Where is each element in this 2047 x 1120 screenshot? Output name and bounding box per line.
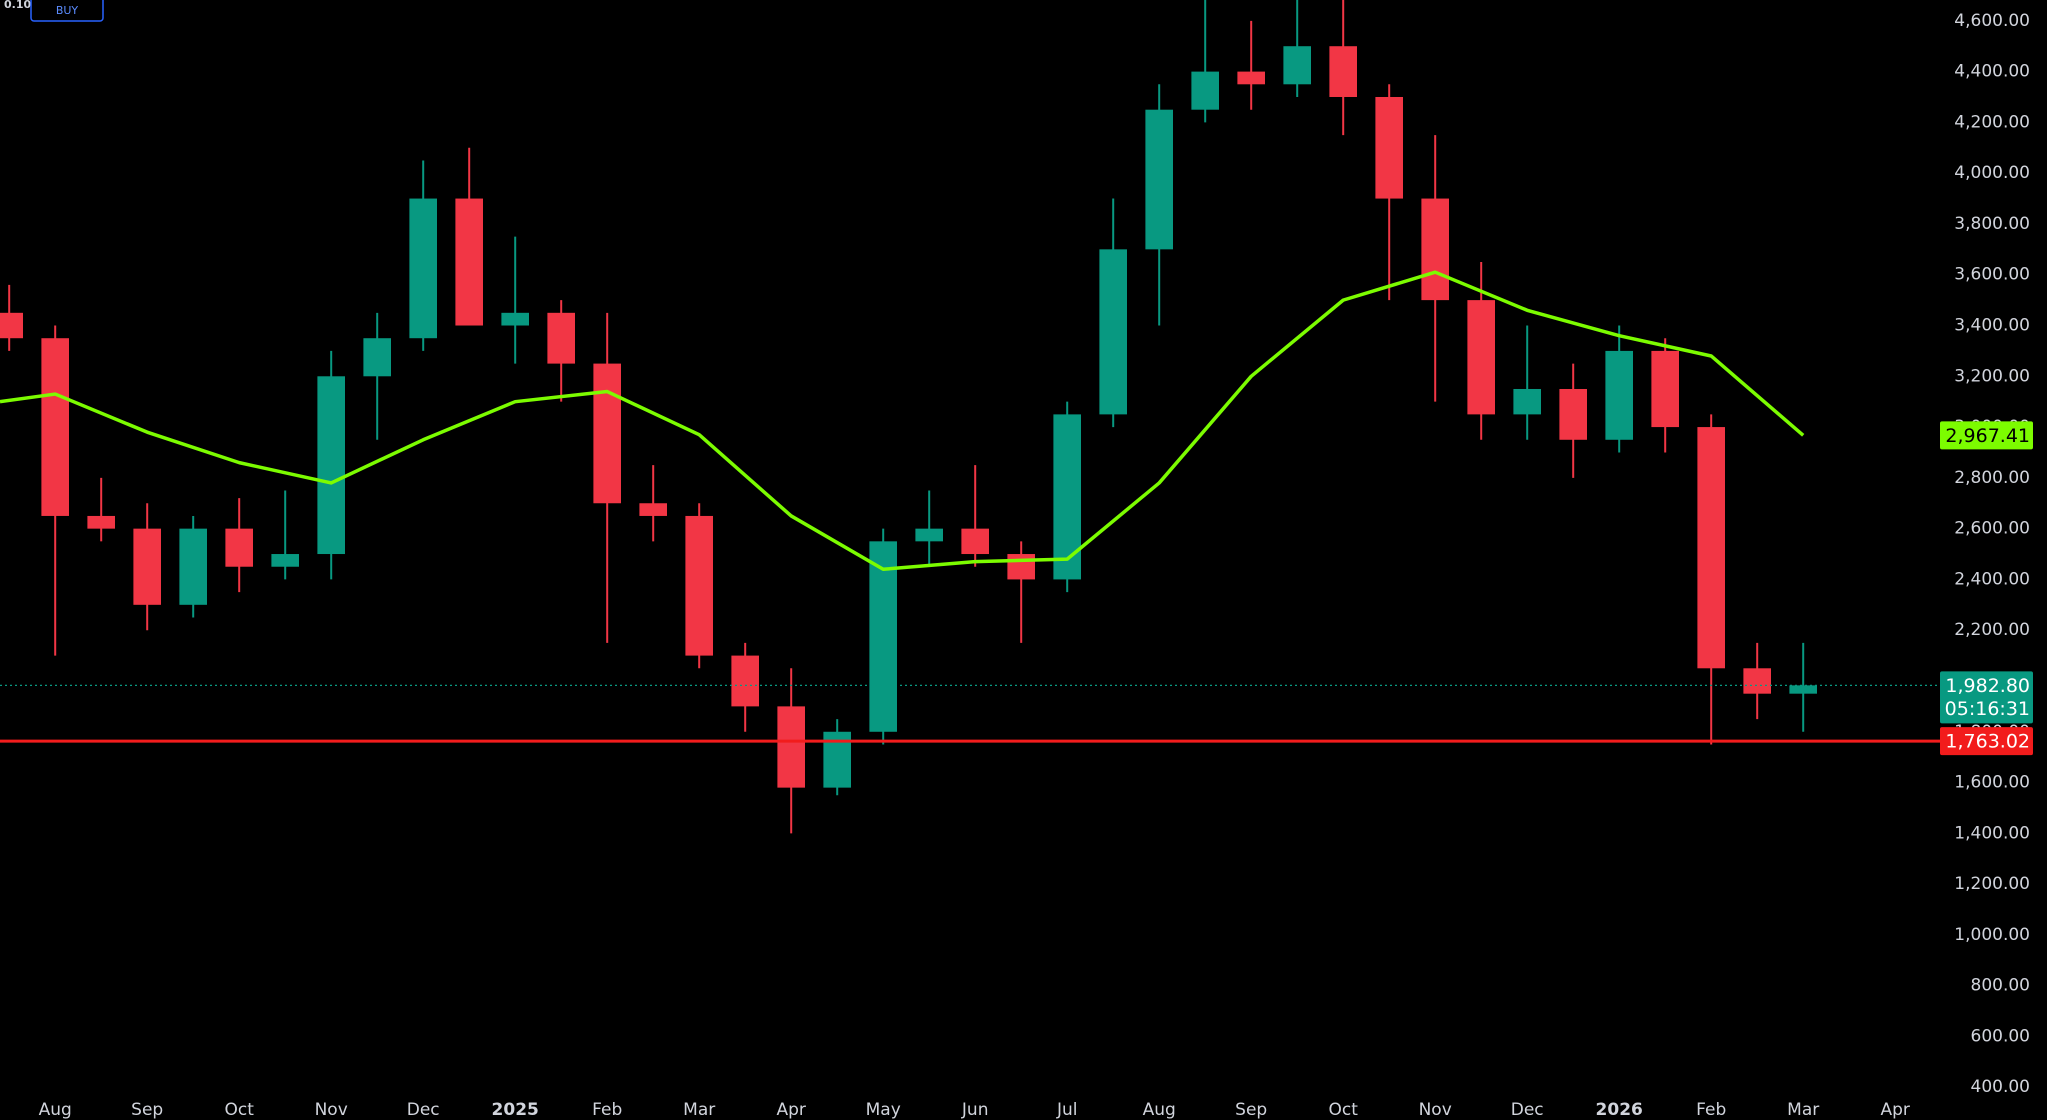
- x-tick-label: Oct: [224, 1100, 254, 1120]
- ma-value-label: 2,967.41: [1945, 425, 2030, 447]
- y-tick-label: 1,000.00: [1954, 925, 2030, 945]
- y-tick-label: 4,000.00: [1954, 163, 2030, 183]
- candle-body: [547, 312, 575, 364]
- x-tick-label: Sep: [131, 1100, 163, 1120]
- candle-body: [1697, 427, 1725, 669]
- candle-body: [271, 554, 299, 567]
- x-tick-label: Feb: [1696, 1100, 1726, 1120]
- x-tick-label: Jul: [1056, 1100, 1078, 1120]
- y-tick-label: 4,400.00: [1954, 62, 2030, 82]
- candle-body: [1283, 46, 1311, 85]
- x-tick-label: Dec: [1511, 1100, 1544, 1120]
- candle-body: [1237, 71, 1265, 85]
- x-tick-label: Aug: [1143, 1100, 1176, 1120]
- candle-body: [225, 528, 253, 567]
- y-tick-label: 4,200.00: [1954, 112, 2030, 132]
- candle-body: [961, 528, 989, 555]
- x-tick-label: Apr: [776, 1100, 805, 1120]
- candle-body: [133, 528, 161, 605]
- candle-body: [1789, 685, 1817, 694]
- candle-body: [915, 528, 943, 542]
- x-tick-label: Sep: [1235, 1100, 1267, 1120]
- candle-body: [455, 198, 483, 326]
- y-tick-label: 400.00: [1971, 1077, 2030, 1097]
- x-tick-label: Nov: [1419, 1100, 1452, 1120]
- last-price-tag: [1940, 671, 2033, 724]
- candle-body: [179, 528, 207, 605]
- y-tick-label: 3,200.00: [1954, 366, 2030, 386]
- candle-body: [1467, 300, 1495, 415]
- y-tick-label: 2,800.00: [1954, 468, 2030, 488]
- candle-body: [0, 312, 24, 339]
- x-tick-label: Aug: [39, 1100, 72, 1120]
- y-tick-label: 3,800.00: [1954, 214, 2030, 234]
- x-tick-label: Dec: [407, 1100, 440, 1120]
- y-tick-label: 4,600.00: [1954, 11, 2030, 31]
- x-tick-label: Mar: [683, 1100, 715, 1120]
- candle-body: [1007, 554, 1035, 580]
- price-level-label: 1,763.02: [1945, 731, 2030, 753]
- ma-value-tag: [1940, 421, 2033, 450]
- y-tick-label: 2,600.00: [1954, 519, 2030, 539]
- candle-body: [501, 312, 529, 326]
- candle-body: [869, 541, 897, 732]
- candle-body: [363, 338, 391, 377]
- candle-body: [41, 338, 69, 516]
- moving-average: [0, 270, 1805, 572]
- x-tick-label: Jun: [961, 1100, 989, 1120]
- y-tick-label: 600.00: [1971, 1026, 2030, 1046]
- candle-body: [1651, 350, 1679, 428]
- buy-label[interactable]: BUY: [56, 4, 79, 17]
- y-tick-label: 1,600.00: [1954, 773, 2030, 793]
- candle-body: [317, 376, 345, 555]
- x-tick-label: Mar: [1787, 1100, 1819, 1120]
- last-price-label: 1,982.80: [1945, 675, 2030, 697]
- x-tick-label: Oct: [1328, 1100, 1358, 1120]
- candle-body: [1743, 668, 1771, 694]
- candle-body: [1605, 350, 1633, 440]
- candle-body: [593, 363, 621, 504]
- y-tick-label: 3,400.00: [1954, 316, 2030, 336]
- candle-body: [1053, 414, 1081, 580]
- x-tick-label: Apr: [1880, 1100, 1909, 1120]
- x-tick-label: Feb: [592, 1100, 622, 1120]
- y-tick-label: 800.00: [1971, 976, 2030, 996]
- x-tick-label: Nov: [315, 1100, 348, 1120]
- candle-body: [1145, 109, 1173, 250]
- candle-body: [1329, 46, 1357, 97]
- candle-body: [777, 706, 805, 788]
- candle-body: [1421, 198, 1449, 301]
- candle-body: [731, 655, 759, 707]
- candle-body: [685, 515, 713, 656]
- countdown-label: 05:16:31: [1945, 698, 2030, 720]
- candle-body: [87, 515, 115, 529]
- y-tick-label: 1,200.00: [1954, 874, 2030, 894]
- candle-body: [1559, 388, 1587, 440]
- y-tick-label: 2,200.00: [1954, 620, 2030, 640]
- x-tick-label: 2026: [1596, 1100, 1643, 1120]
- x-tick-label: May: [866, 1100, 901, 1120]
- candle-body: [1513, 388, 1541, 415]
- y-tick-label: 3,600.00: [1954, 265, 2030, 285]
- order-price: 0.10: [4, 0, 31, 11]
- price-level-tag: [1940, 727, 2033, 756]
- y-tick-label: 1,400.00: [1954, 823, 2030, 843]
- candle-body: [639, 503, 667, 516]
- candle-body: [1191, 71, 1219, 110]
- candle-body: [1099, 249, 1127, 415]
- candle-body: [1375, 96, 1403, 199]
- buy-button[interactable]: [30, 0, 104, 22]
- x-tick-label: 2025: [492, 1100, 539, 1120]
- y-tick-label: 2,400.00: [1954, 569, 2030, 589]
- candle-body: [409, 198, 437, 339]
